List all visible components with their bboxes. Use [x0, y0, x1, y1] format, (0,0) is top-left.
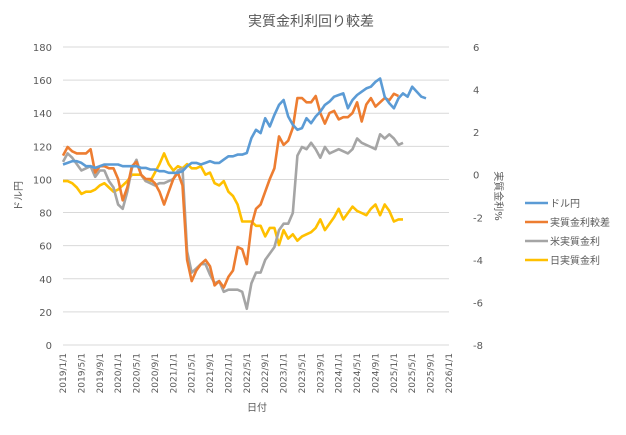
x-tick-label: 2023/1/1: [280, 353, 290, 393]
y2-tick-label: -2: [473, 213, 483, 224]
y-tick-label: 40: [39, 275, 52, 286]
y-tick-label: 0: [46, 341, 52, 352]
x-tick-label: 2019/1/1: [59, 353, 69, 393]
y2-tick-label: 0: [473, 171, 479, 182]
y2-tick-label: 6: [473, 43, 479, 54]
y-tick-label: 60: [39, 242, 52, 253]
x-tick-label: 2020/9/1: [151, 353, 161, 393]
series-line: [61, 133, 404, 311]
x-tick-label: 2025/9/1: [427, 353, 437, 393]
x-tick-label: 2024/5/1: [353, 353, 363, 393]
series-line: [61, 92, 400, 289]
series-line: [62, 77, 427, 175]
y2-tick-label: 4: [473, 86, 479, 97]
y2-tick-label: -8: [473, 341, 483, 352]
y-axis-left-label: ドル円: [14, 181, 25, 211]
y2-tick-label: 2: [473, 128, 479, 139]
x-tick-label: 2026/1/1: [445, 353, 455, 393]
x-tick-label: 2025/1/1: [390, 353, 400, 393]
x-tick-label: 2020/5/1: [133, 353, 143, 393]
chart-title: 実質金利利回り較差: [248, 14, 374, 30]
y-axis-right-ticks: 6 4 2 0 -2 -4 -6 -8: [473, 43, 483, 352]
x-tick-label: 2019/5/1: [77, 353, 87, 393]
x-axis-ticks: 2019/1/1 2019/5/1 2019/9/1 2020/1/1 2020/5/1…: [59, 353, 455, 393]
series-lines: [61, 77, 427, 311]
x-tick-label: 2021/9/1: [206, 353, 216, 393]
x-tick-label: 2022/1/1: [224, 353, 234, 393]
y-tick-label: 140: [33, 109, 52, 120]
legend-label: 実質金利較差: [550, 216, 610, 229]
y-tick-label: 160: [33, 76, 52, 87]
x-tick-label: 2023/5/1: [298, 353, 308, 393]
y-axis-right-label: 実質金利%: [492, 171, 505, 221]
x-tick-label: 2022/9/1: [261, 353, 271, 393]
legend-label: 米実質金利: [550, 235, 600, 248]
y-tick-label: 20: [39, 308, 52, 319]
x-tick-label: 2021/1/1: [169, 353, 179, 393]
y-tick-label: 180: [33, 43, 52, 54]
y2-tick-label: -4: [473, 256, 483, 267]
y-tick-label: 120: [33, 142, 52, 153]
x-tick-label: 2024/1/1: [335, 353, 345, 393]
x-axis-label: 日付: [247, 401, 267, 414]
x-tick-label: 2022/5/1: [243, 353, 253, 393]
x-tick-label: 2023/9/1: [316, 353, 326, 393]
x-tick-label: 2025/5/1: [408, 353, 418, 393]
legend-label: 日実質金利: [550, 254, 600, 267]
x-tick-label: 2019/9/1: [96, 353, 106, 393]
legend-label: ドル円: [550, 199, 580, 210]
y-tick-label: 100: [33, 175, 52, 186]
x-tick-label: 2024/9/1: [371, 353, 381, 393]
y2-tick-label: -6: [473, 298, 483, 309]
x-tick-label: 2020/1/1: [114, 353, 124, 393]
y-tick-label: 80: [39, 209, 52, 220]
x-tick-label: 2021/5/1: [188, 353, 198, 393]
y-axis-left-ticks: 180 160 140 120 100 80 60 40 20 0: [33, 43, 52, 352]
